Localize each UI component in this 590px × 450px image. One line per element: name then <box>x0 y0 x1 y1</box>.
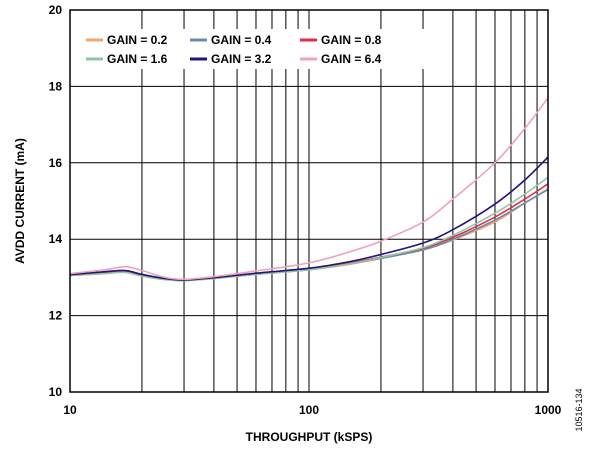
y-tick-label: 10 <box>49 385 63 399</box>
y-tick-label: 16 <box>49 156 63 170</box>
x-axis-label: THROUGHPUT (kSPS) <box>246 430 373 444</box>
legend-label: GAIN = 1.6 <box>107 52 168 66</box>
series-layer <box>69 97 549 282</box>
y-axis-label: AVDD CURRENT (mA) <box>13 138 27 264</box>
x-tick-label: 10 <box>63 403 77 417</box>
y-tick-label: 20 <box>49 3 63 17</box>
y-tick-label: 14 <box>49 232 63 246</box>
tick-labels: 10 12 14 16 18 20 10 100 1000 <box>49 3 562 417</box>
plot-border <box>69 9 549 393</box>
figure-id: 10516-134 <box>574 388 584 431</box>
legend-label: GAIN = 0.4 <box>211 33 272 47</box>
legend-label: GAIN = 0.2 <box>107 33 168 47</box>
series-line <box>69 176 549 282</box>
series-line <box>69 156 549 281</box>
x-tick-label: 1000 <box>535 403 562 417</box>
legend-label: GAIN = 3.2 <box>211 52 272 66</box>
legend: GAIN = 0.2 GAIN = 0.4 GAIN = 0.8 GAIN = 1.6… <box>82 29 424 69</box>
y-tick-label: 18 <box>49 79 63 93</box>
y-tick-label: 12 <box>49 309 63 323</box>
x-tick-label: 100 <box>299 403 319 417</box>
grid <box>70 10 548 392</box>
legend-background <box>82 29 424 69</box>
legend-label: GAIN = 6.4 <box>321 52 382 66</box>
legend-label: GAIN = 0.8 <box>321 33 382 47</box>
series-line <box>69 97 549 281</box>
